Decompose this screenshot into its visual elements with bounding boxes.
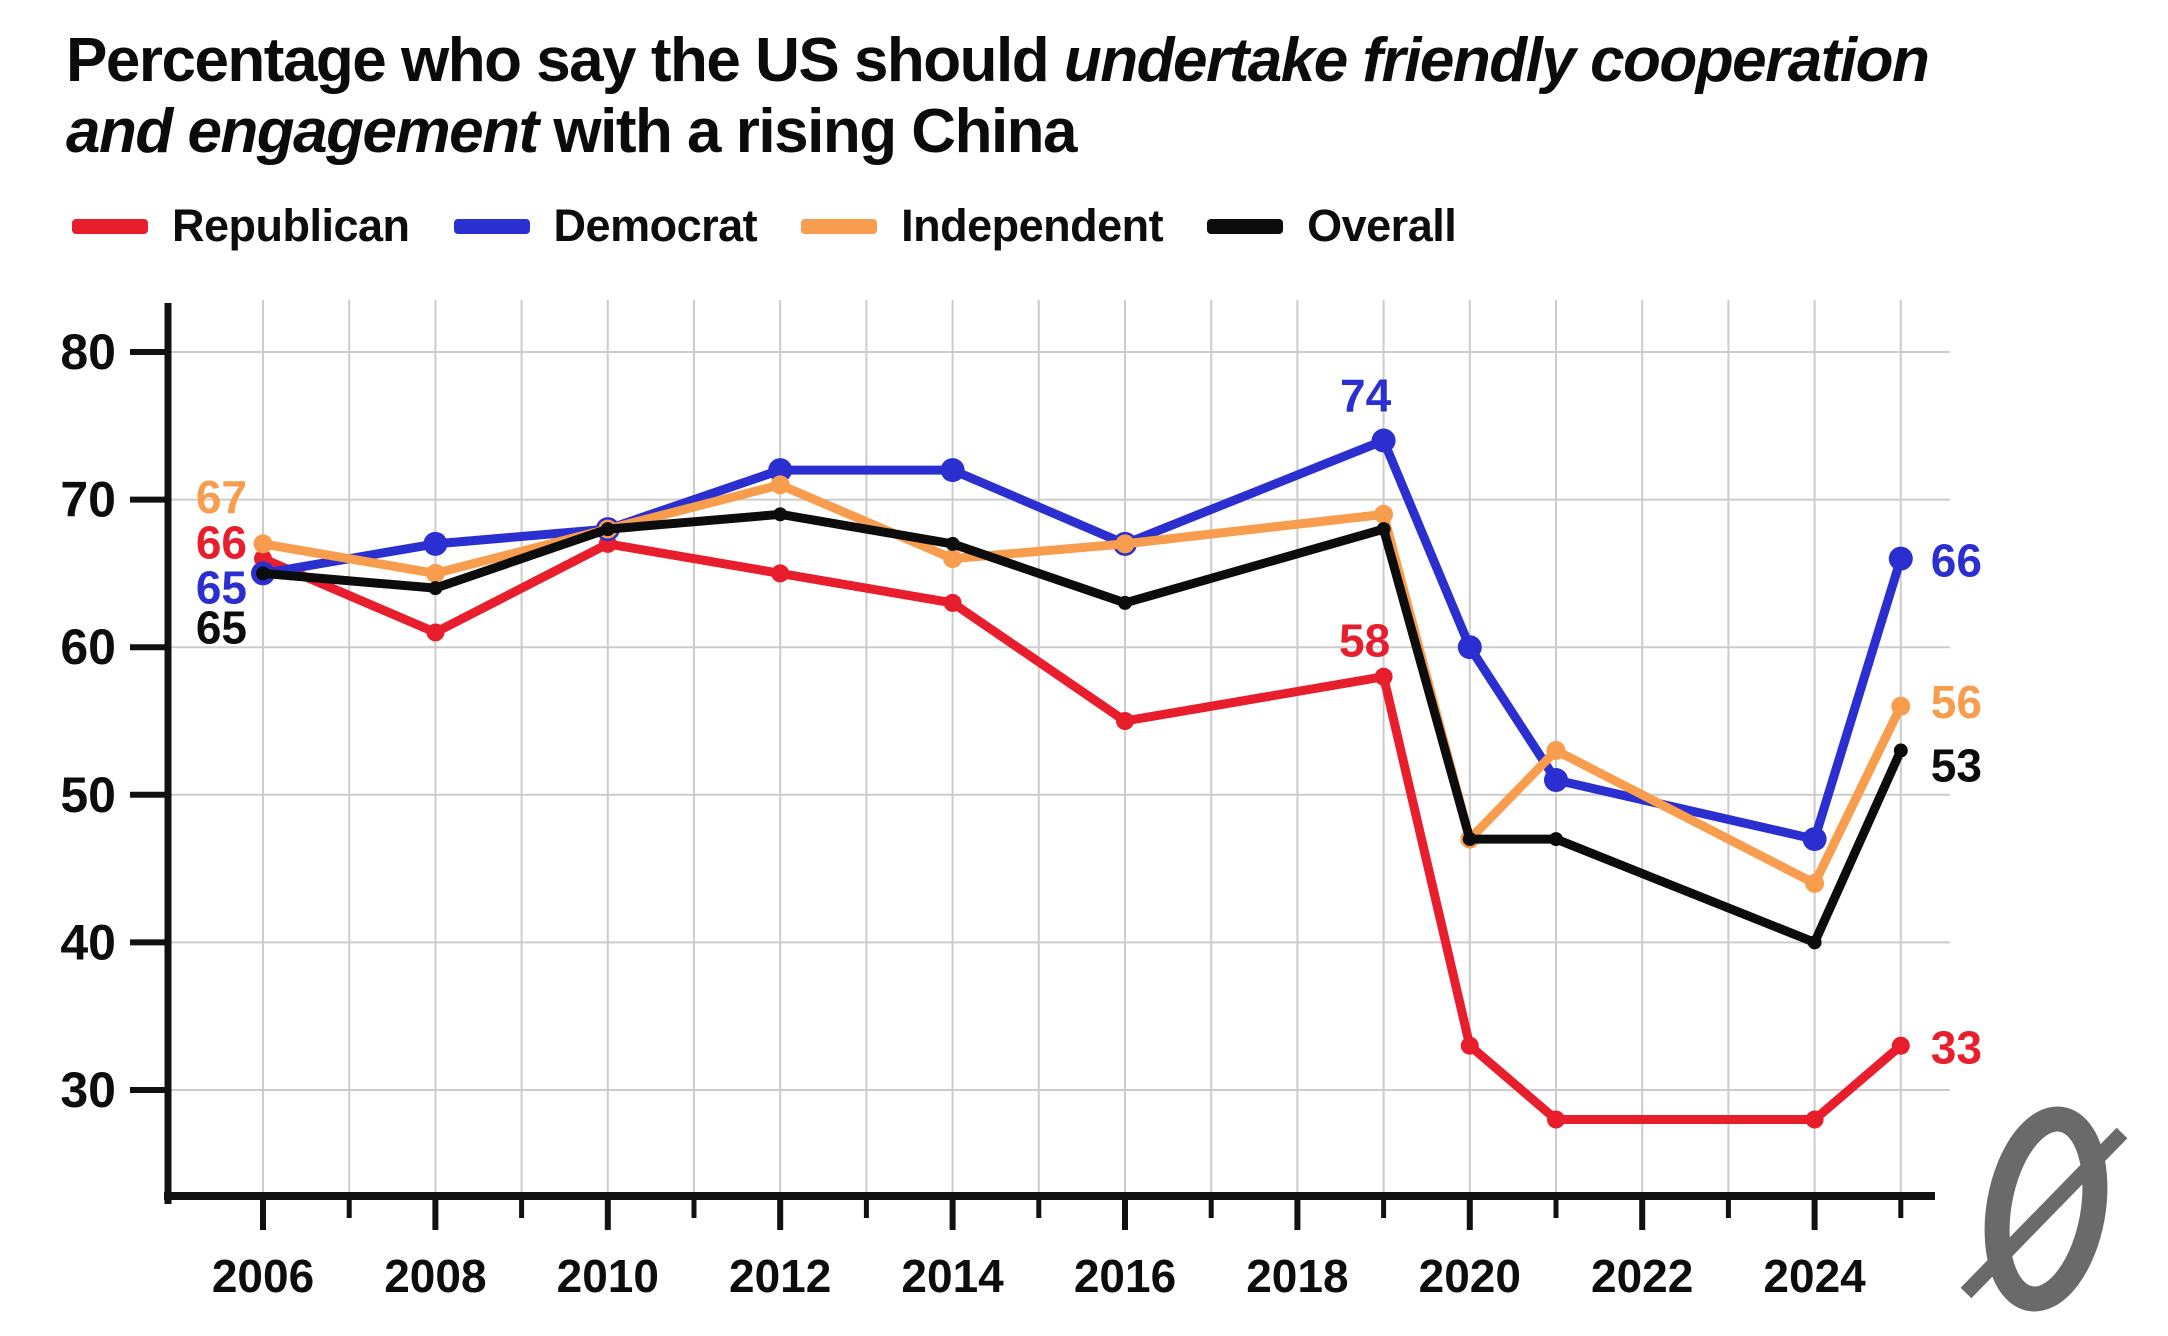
data-point-republican-2012 [771,564,790,583]
democrat-swatch [453,218,530,234]
title-line1-regular: Percentage who say the US should [66,26,1064,95]
legend: Republican Democrat Independent Overall [72,200,1457,252]
slashed-zero-logo [1960,1106,2128,1312]
data-point-overall-2020 [1462,832,1477,847]
series-democrat [251,428,1913,852]
logo-zero-glyph [1984,1106,2108,1312]
independent-swatch [801,218,878,234]
data-point-republican-2020 [1460,1036,1479,1055]
data-point-independent-2014 [943,549,963,569]
data-point-overall-2010 [600,522,615,537]
data-point-overall-2008 [428,581,443,596]
logo-slash [1960,1127,2128,1299]
x-tick-label-2024: 2024 [1763,1250,1866,1302]
value-label-2025-independent: 56 [1931,676,1982,728]
data-point-independent-2012 [770,475,790,495]
data-point-republican-2016 [1116,712,1134,730]
series-line-overall [258,509,1906,947]
legend-label-republican: Republican [172,200,410,251]
legend-item-overall: Overall [1207,200,1457,252]
legend-label-overall: Overall [1307,200,1457,251]
title-line1-italic: undertake friendly cooperation [1063,26,1930,95]
data-point-overall-2021 [1549,832,1563,847]
data-point-independent-2019 [1374,504,1394,524]
axes [130,303,1935,1230]
data-point-overall-2019 [1376,522,1391,537]
y-tick-label-50: 50 [60,767,116,823]
value-label-2006-independent: 67 [196,471,247,523]
x-tick-label-2010: 2010 [557,1250,659,1302]
y-tick-label-30: 30 [60,1062,116,1118]
value-label-2019-republican: 58 [1339,615,1390,667]
data-point-democrat-2020 [1457,635,1482,660]
x-tick-label-2006: 2006 [212,1250,314,1302]
tick-labels: 30 40 50 60 70 80 2006 2008 2010 2012 2014 2016 2018… [60,324,1866,1302]
data-point-overall-2012 [773,507,788,522]
series-line-republican [258,539,1906,1125]
data-point-overall-2014 [945,536,960,551]
series-republican [254,534,1910,1129]
data-point-overall-2016 [1118,595,1132,610]
data-point-republican-2014 [943,593,962,612]
data-point-democrat-2008 [423,531,448,556]
data-point-republican-2008 [426,623,445,642]
data-point-republican-2019 [1374,667,1393,686]
data-point-democrat-2021 [1544,768,1568,793]
data-point-independent-2021 [1546,741,1566,761]
x-tick-label-2018: 2018 [1246,1250,1348,1302]
y-tick-label-70: 70 [60,472,116,528]
x-tick-label-2012: 2012 [729,1250,831,1302]
data-point-independent-2008 [425,563,445,583]
title-line2-regular: with a rising China [537,96,1077,166]
data-point-independent-2006 [253,534,273,554]
data-point-republican-2021 [1547,1110,1565,1129]
value-label-2025-republican: 33 [1931,1022,1982,1074]
x-tick-label-2014: 2014 [901,1250,1004,1302]
gridlines [168,300,1950,1196]
x-tick-label-2016: 2016 [1074,1250,1176,1302]
x-tick-label-2008: 2008 [384,1250,486,1302]
data-point-independent-2016 [1115,534,1135,554]
y-tick-label-80: 80 [60,324,116,380]
legend-item-independent: Independent [801,200,1164,252]
data-point-overall-2006 [256,566,270,581]
legend-label-independent: Independent [901,200,1164,251]
data-point-democrat-2025 [1888,546,1913,571]
data-point-independent-2025 [1891,696,1911,716]
chart-title: Percentage who say the US should underta… [66,26,2126,167]
data-point-democrat-2024 [1802,827,1827,852]
value-label-2006-overall: 65 [196,601,247,653]
y-tick-label-40: 40 [60,914,116,970]
data-point-democrat-2019 [1371,428,1396,453]
value-label-2019-democrat: 74 [1340,370,1392,422]
value-label-2006-republican: 66 [196,517,247,569]
data-point-democrat-2012 [768,458,793,483]
title-line2-italic: and engagement [66,96,539,166]
y-tick-label-60: 60 [60,619,116,675]
value-label-2025-overall: 53 [1931,740,1982,792]
x-tick-label-2020: 2020 [1419,1250,1521,1302]
data-point-democrat-2014 [940,458,965,483]
value-label-2006-democrat: 65 [196,561,247,613]
data-point-republican-2025 [1891,1036,1910,1055]
value-label-2025-democrat: 66 [1931,535,1982,587]
legend-label-democrat: Democrat [553,200,758,251]
data-point-independent-2024 [1805,873,1825,893]
data-point-overall-2025 [1893,743,1908,758]
legend-item-republican: Republican [72,200,410,252]
data-point-republican-2024 [1805,1110,1824,1129]
series-line-independent [258,480,1906,888]
legend-item-democrat: Democrat [453,200,758,252]
data-point-overall-2024 [1807,935,1822,950]
series-overall [256,507,1908,950]
x-tick-label-2022: 2022 [1591,1250,1693,1302]
overall-swatch [1207,218,1284,234]
republican-swatch [72,218,148,234]
